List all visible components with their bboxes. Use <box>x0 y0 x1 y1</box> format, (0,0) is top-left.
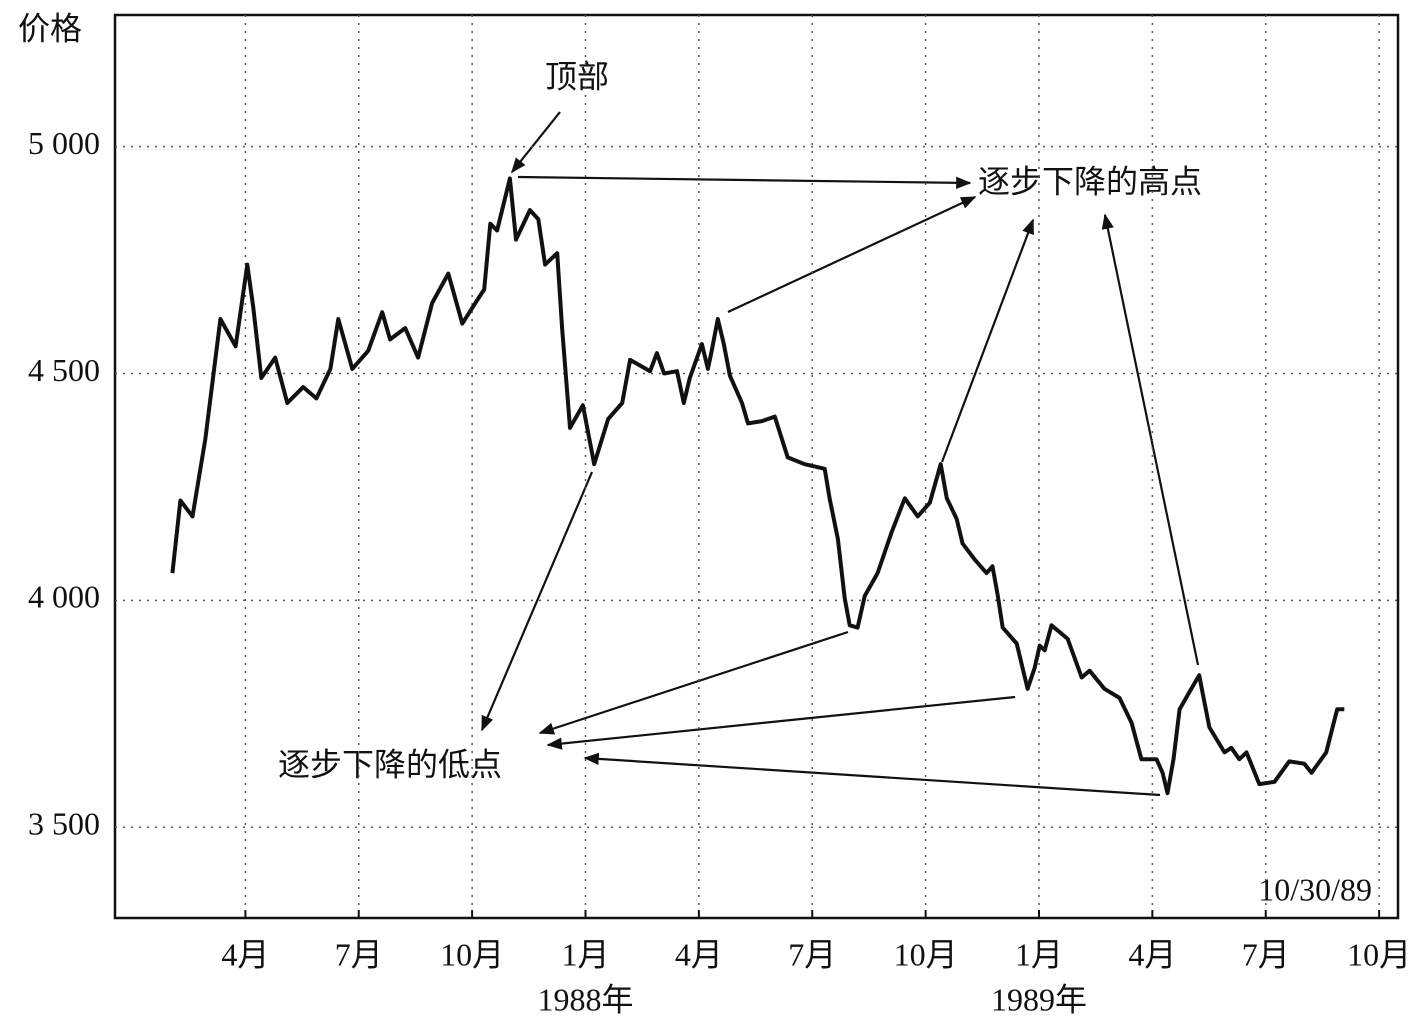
arrow <box>727 196 977 313</box>
y-tick-label: 4 000 <box>28 579 100 615</box>
arrow <box>546 695 1016 750</box>
x-group-label: 1989年 <box>991 981 1087 1017</box>
x-group-label: 1988年 <box>537 981 633 1017</box>
arrow <box>1101 213 1200 666</box>
y-tick-label: 5 000 <box>28 125 100 161</box>
y-axis-label: 价格 <box>18 10 82 46</box>
arrow <box>940 218 1035 463</box>
x-tick-label: 7月 <box>335 936 383 972</box>
price-line <box>170 176 1345 796</box>
annotation: 逐步下降的高点 <box>978 163 1202 199</box>
annotation: 顶部 <box>545 58 609 94</box>
arrow <box>538 630 849 735</box>
x-tick-label: 4月 <box>221 936 269 972</box>
date-stamp: 10/30/89 <box>1258 871 1372 907</box>
x-tick-label: 7月 <box>1242 936 1290 972</box>
x-tick-label: 10月 <box>1347 936 1410 972</box>
annotation: 逐步下降的低点 <box>278 746 502 782</box>
x-tick-label: 1月 <box>1015 936 1063 972</box>
x-tick-label: 1月 <box>561 936 609 972</box>
arrows <box>480 111 1200 797</box>
x-tick-label: 4月 <box>1128 936 1176 972</box>
x-tick-label: 4月 <box>675 936 723 972</box>
arrow <box>511 111 561 174</box>
plot-frame <box>113 13 1400 920</box>
arrow <box>517 175 972 189</box>
x-tick-label: 7月 <box>788 936 836 972</box>
y-tick-label: 3 500 <box>28 806 100 842</box>
arrow <box>480 471 594 732</box>
arrow <box>583 752 1161 797</box>
x-tick-label: 10月 <box>440 936 504 972</box>
x-tick-label: 10月 <box>894 936 958 972</box>
y-tick-label: 4 500 <box>28 352 100 388</box>
